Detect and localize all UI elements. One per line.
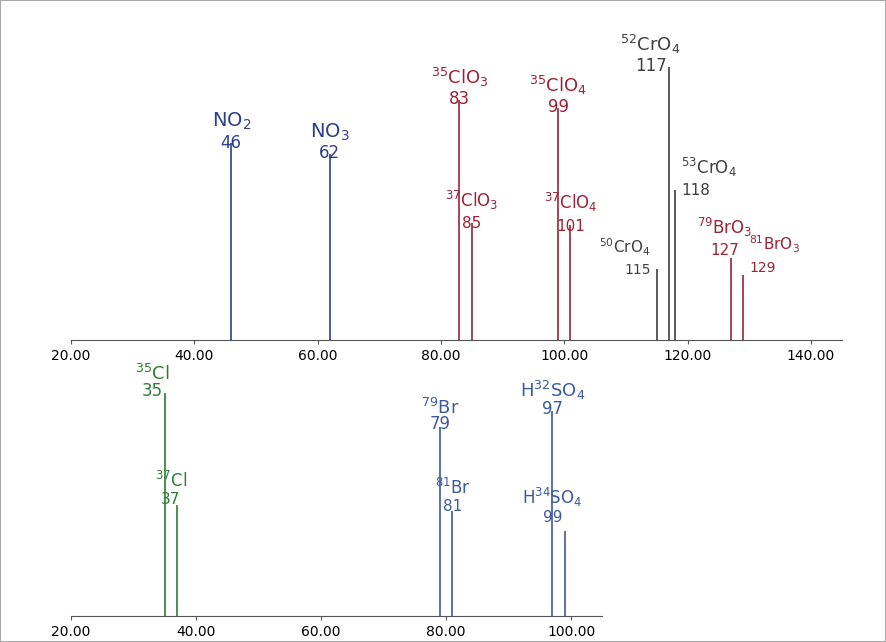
Text: 62: 62 [319,144,340,162]
Text: H$^{34}$SO$_4$: H$^{34}$SO$_4$ [522,486,583,509]
Text: $^{37}$ClO$_3$: $^{37}$ClO$_3$ [445,189,499,212]
Text: $^{35}$Cl: $^{35}$Cl [135,364,169,384]
Text: 101: 101 [556,218,585,234]
Text: 129: 129 [750,261,776,275]
Text: $^{37}$Cl: $^{37}$Cl [155,471,187,491]
Text: $^{53}$CrO$_4$: $^{53}$CrO$_4$ [681,156,737,179]
Text: $^{37}$ClO$_4$: $^{37}$ClO$_4$ [543,191,597,214]
Text: $^{52}$CrO$_4$: $^{52}$CrO$_4$ [620,33,680,56]
Text: $^{81}$BrO$_3$: $^{81}$BrO$_3$ [750,234,800,256]
Text: 115: 115 [624,263,650,277]
Text: $^{79}$BrO$_3$: $^{79}$BrO$_3$ [696,216,752,239]
Text: $^{81}$Br: $^{81}$Br [434,478,470,498]
X-axis label: m/z: m/z [441,367,471,385]
Text: 99: 99 [548,98,569,116]
Text: 83: 83 [449,90,470,108]
Text: 35: 35 [142,382,163,400]
Text: 46: 46 [221,134,242,152]
Text: 117: 117 [634,57,666,75]
Text: 85: 85 [462,216,481,231]
Text: 97: 97 [542,399,563,417]
Text: H$^{32}$SO$_4$: H$^{32}$SO$_4$ [520,379,585,402]
Text: 79: 79 [430,415,450,433]
Text: $^{79}$Br: $^{79}$Br [421,397,459,417]
Text: 99: 99 [543,510,563,525]
Text: 37: 37 [161,492,181,507]
Text: $^{50}$CrO$_4$: $^{50}$CrO$_4$ [599,237,650,258]
Text: 81: 81 [443,499,462,514]
Text: $^{35}$ClO$_3$: $^{35}$ClO$_3$ [431,65,488,89]
Text: $^{35}$ClO$_4$: $^{35}$ClO$_4$ [529,74,587,97]
Text: 118: 118 [681,183,711,198]
Text: NO$_3$: NO$_3$ [310,122,350,143]
Text: NO$_2$: NO$_2$ [212,111,251,132]
Text: 127: 127 [710,243,739,258]
